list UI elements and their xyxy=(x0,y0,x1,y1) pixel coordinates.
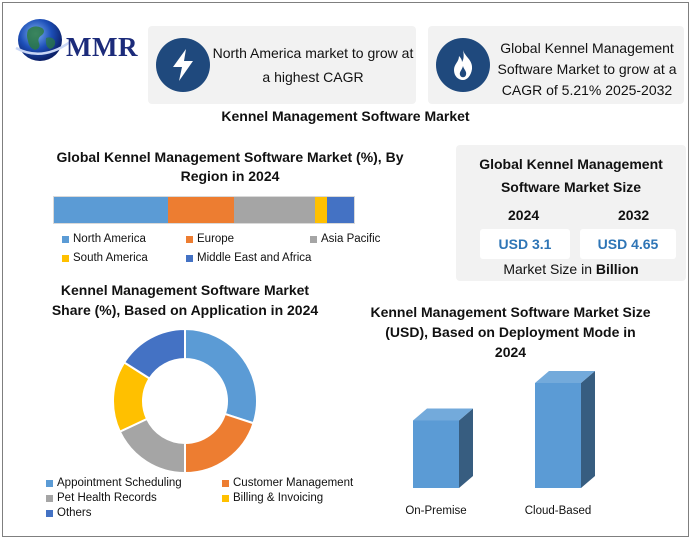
legend-label: Pet Health Records xyxy=(57,492,157,504)
year-2024-label: 2024 xyxy=(508,207,540,223)
legend-label: Middle East and Africa xyxy=(197,252,312,264)
legend-swatch xyxy=(222,494,229,502)
legend-swatch xyxy=(186,235,193,243)
highlight-text: Global Kennel Management Software Market… xyxy=(497,40,677,98)
legend-swatch xyxy=(46,479,53,487)
region-bar-segment-north-america xyxy=(54,197,168,223)
column-top-cloud-based xyxy=(535,371,595,383)
legend-swatch xyxy=(62,235,69,243)
legend-swatch xyxy=(62,254,69,262)
legend-item-appointment-scheduling: Appointment Scheduling xyxy=(46,477,182,489)
region-bar-segment-asia-pacific xyxy=(234,197,315,223)
region-bar-segment-middle-east-and-africa xyxy=(327,197,354,223)
market-size-title: Global Kennel Management Software Market… xyxy=(479,156,663,195)
legend-item-customer-management: Customer Management xyxy=(222,477,353,489)
legend-item-others: Others xyxy=(46,507,92,519)
legend-swatch xyxy=(222,479,229,487)
column-cloud-based xyxy=(535,371,595,488)
note-unit: Billion xyxy=(595,261,639,277)
column-on-premise xyxy=(413,408,473,488)
legend-item-pet-health-records: Pet Health Records xyxy=(46,492,157,504)
deployment-column-chart: On-Premise Cloud-Based xyxy=(405,371,595,517)
value-2024: USD 3.1 xyxy=(480,229,570,259)
deployment-chart-title: Kennel Management Software Market Size (… xyxy=(370,304,651,360)
region-stacked-bar xyxy=(54,197,354,223)
legend-swatch xyxy=(46,509,53,517)
legend-item-north-america: North America xyxy=(62,233,146,245)
main-title: Kennel Management Software Market xyxy=(221,108,470,124)
legend-label: South America xyxy=(73,252,148,264)
legend-label: Appointment Scheduling xyxy=(57,477,182,489)
application-donut-chart xyxy=(112,327,258,475)
market-size-card: Global Kennel Management Software Market… xyxy=(456,145,686,281)
donut-slice-customer-management xyxy=(184,412,255,475)
legend-item-europe: Europe xyxy=(186,233,234,245)
globe-icon xyxy=(15,19,71,61)
legend-label: Billing & Invoicing xyxy=(233,492,324,504)
category-label-cloud-based: Cloud-Based xyxy=(525,505,591,517)
donut-slice-appointment-scheduling xyxy=(184,327,258,425)
column-top-on-premise xyxy=(413,408,473,421)
flame-icon xyxy=(436,38,490,92)
column-side-cloud-based xyxy=(581,371,595,488)
market-size-note: Market Size in Billion xyxy=(456,261,686,277)
legend-item-south-america: South America xyxy=(62,252,148,264)
region-chart-title: Global Kennel Management Software Market… xyxy=(56,149,404,184)
region-bar-segment-south-america xyxy=(315,197,327,223)
column-front-on-premise xyxy=(413,420,459,488)
value-2032: USD 4.65 xyxy=(580,229,676,259)
legend-label: Europe xyxy=(197,233,235,245)
logo-text: MMR xyxy=(66,32,138,62)
lightning-icon xyxy=(156,38,210,92)
legend-label: North America xyxy=(73,233,146,245)
column-front-cloud-based xyxy=(535,383,581,488)
legend-label: Customer Management xyxy=(233,477,354,489)
year-2032-label: 2032 xyxy=(618,207,650,223)
legend-swatch xyxy=(310,235,317,243)
legend-item-middle-east-and-africa: Middle East and Africa xyxy=(186,252,311,264)
legend-item-asia-pacific: Asia Pacific xyxy=(310,233,380,245)
mmr-logo: MMR xyxy=(14,12,142,66)
highlight-text: North America market to grow at a highes… xyxy=(212,45,414,85)
highlight-card-cagr: Global Kennel Management Software Market… xyxy=(428,26,684,104)
legend-swatch xyxy=(46,494,53,502)
application-chart-title: Kennel Management Software Market Share … xyxy=(51,282,319,318)
donut-slice-others xyxy=(122,327,186,380)
legend-item-billing-and-invoicing: Billing & Invoicing xyxy=(222,492,323,504)
legend-label: Asia Pacific xyxy=(321,233,381,245)
column-side-on-premise xyxy=(459,408,473,488)
legend-swatch xyxy=(186,254,193,262)
note-prefix: Market Size in xyxy=(503,261,596,277)
legend-label: Others xyxy=(57,507,92,519)
category-label-on-premise: On-Premise xyxy=(405,505,466,517)
region-bar-segment-europe xyxy=(168,197,234,223)
highlight-card-growth: North America market to grow at a highes… xyxy=(148,26,416,104)
